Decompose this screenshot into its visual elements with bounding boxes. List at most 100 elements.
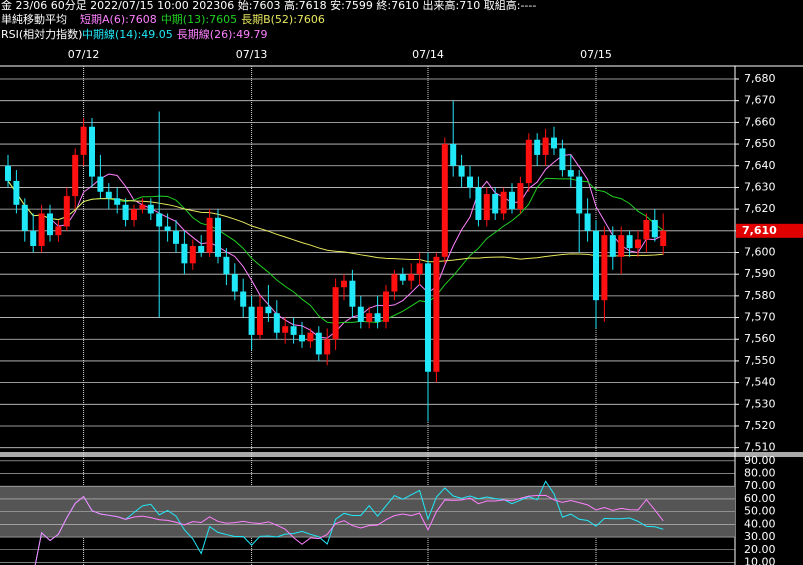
x-tick-label: 07/15	[580, 48, 612, 61]
candle-body	[509, 191, 515, 210]
rsi-tick-label: 20.00	[744, 543, 776, 556]
y-tick-label: 7,590	[744, 267, 776, 280]
candle-body	[651, 219, 658, 238]
candle-body	[584, 213, 591, 231]
candle-body	[55, 226, 62, 236]
rsi-line	[34, 494, 664, 565]
rsi-tick-label: 10.00	[744, 555, 776, 565]
candle-body	[122, 204, 129, 220]
candle-body	[89, 126, 95, 177]
candle-body	[341, 280, 347, 288]
candle-body	[618, 235, 625, 257]
candle-body	[147, 204, 154, 214]
last-price-tag	[736, 223, 803, 238]
rsi-tick-label: 30.00	[744, 530, 776, 543]
candle-body	[30, 230, 37, 246]
candle-body	[97, 176, 104, 192]
y-tick-label: 7,540	[744, 376, 776, 389]
candle-body	[131, 209, 137, 220]
x-tick-label: 07/12	[68, 48, 100, 61]
candle-body	[13, 180, 20, 205]
rsi-tick-label: 50.00	[744, 505, 776, 518]
candle-body	[374, 313, 381, 322]
candle-body	[105, 191, 112, 199]
candle-body	[173, 230, 179, 244]
candle-body	[282, 326, 289, 333]
candle-body	[467, 176, 473, 188]
candle-body	[240, 291, 247, 307]
candle-body	[349, 280, 356, 307]
y-tick-label: 7,650	[744, 137, 776, 150]
candle-body	[492, 193, 499, 214]
candle-body	[215, 217, 221, 257]
candle-body	[559, 148, 566, 171]
candle-body	[450, 144, 457, 166]
candle-body	[626, 235, 633, 249]
rsi-tick-label: 40.00	[744, 517, 776, 530]
y-tick-label: 7,630	[744, 180, 776, 193]
candle-body	[231, 274, 238, 292]
panel-separator	[0, 452, 803, 457]
y-tick-label: 7,620	[744, 202, 776, 215]
candle-body	[551, 137, 557, 149]
ma-legend: 中期(13):7605	[161, 13, 237, 26]
candle-body	[257, 306, 263, 335]
y-tick-label: 7,560	[744, 332, 776, 345]
y-tick-label: 7,600	[744, 245, 776, 258]
candle-body	[500, 191, 507, 214]
candle-body	[433, 256, 440, 372]
candle-body	[441, 144, 448, 257]
ma-legend: 長期B(52):7606	[241, 13, 325, 26]
candle-body	[273, 313, 280, 333]
candle-body	[357, 306, 364, 322]
candle-body	[290, 326, 297, 335]
candle-body	[635, 239, 641, 249]
candle-body	[408, 274, 415, 281]
rsi-tick-label: 90.00	[744, 454, 776, 467]
rsi-label: RSI(相対力指数)	[1, 27, 82, 41]
candle-body	[198, 245, 205, 253]
candle-body	[609, 235, 616, 257]
candle-body	[223, 256, 230, 275]
candle-body	[324, 339, 331, 355]
candle-body	[458, 165, 465, 177]
candle-body	[475, 187, 482, 220]
candle-body	[315, 332, 322, 355]
candle-body	[517, 183, 524, 210]
y-tick-label: 7,520	[744, 419, 776, 432]
y-tick-label: 7,530	[744, 397, 776, 410]
candle-body	[206, 217, 213, 253]
candle-body	[47, 213, 53, 236]
y-tick-label: 7,510	[744, 441, 776, 454]
candle-body	[383, 291, 389, 322]
last-price-label: 7,610	[742, 224, 777, 237]
candle-body	[5, 165, 11, 181]
candle-body	[366, 313, 373, 322]
candle-body	[248, 306, 255, 335]
rsi-legend: 長期線(26):49.79	[177, 27, 268, 41]
candle-body	[483, 193, 490, 220]
candle-body	[164, 226, 171, 231]
header-info: 金 23/06 60分足 2022/07/15 10:00 202306 始:7…	[1, 0, 536, 12]
candle-body	[181, 243, 188, 264]
candle-body	[80, 126, 87, 155]
ma-label: 単純移動平均	[1, 12, 67, 26]
candle-body	[525, 139, 532, 184]
x-tick-label: 07/13	[236, 48, 268, 61]
candle-body	[399, 274, 406, 281]
candle-body	[601, 235, 608, 301]
candle-body	[21, 204, 28, 231]
rsi-tick-label: 60.00	[744, 492, 776, 505]
candle-body	[189, 245, 196, 264]
candle-body	[576, 176, 583, 214]
candle-body	[307, 332, 314, 342]
y-tick-label: 7,570	[744, 311, 776, 324]
y-tick-label: 7,550	[744, 354, 776, 367]
candle-body	[534, 139, 541, 155]
rsi-tick-label: 70.00	[744, 479, 776, 492]
ma-legend: 短期A(6):7608	[80, 12, 157, 26]
candle-body	[72, 154, 79, 197]
